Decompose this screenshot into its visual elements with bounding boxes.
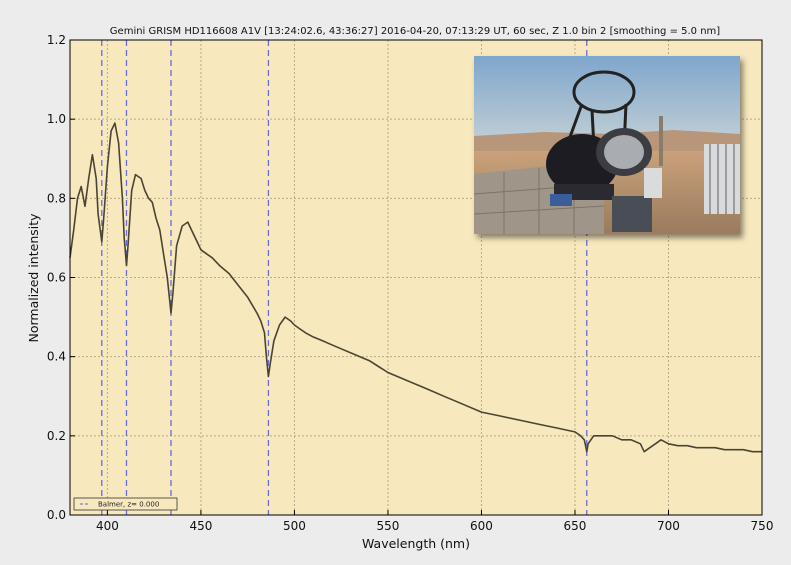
y-tick-label: 0.6	[47, 271, 66, 285]
spectrum-line	[69, 122, 762, 453]
x-tick-label: 600	[470, 519, 493, 533]
x-tick-label: 550	[376, 519, 399, 533]
x-axis-ticks: 400 450 500 550 600 650 700 750	[96, 510, 774, 533]
y-tick-label: 1.0	[47, 112, 66, 126]
y-tick-label: 0.2	[47, 429, 66, 443]
y-axis-label: Normalized intensity	[26, 213, 41, 343]
legend-box	[73, 497, 178, 511]
x-tick-label: 500	[283, 519, 306, 533]
x-tick-label: 450	[189, 519, 212, 533]
telescope-photo	[474, 56, 740, 234]
legend: Balmer, z= 0.000	[73, 497, 178, 511]
x-tick-label: 750	[751, 519, 774, 533]
y-tick-label: 1.2	[47, 33, 66, 47]
legend-label: Balmer, z= 0.000	[98, 501, 159, 509]
balmer-markers	[101, 40, 588, 515]
y-axis-ticks: 0.0 0.2 0.4 0.6 0.8 1.0 1.2	[47, 33, 75, 522]
y-tick-label: 0.8	[47, 191, 66, 205]
x-tick-label: 400	[96, 519, 119, 533]
y-tick-label: 0.0	[47, 508, 66, 522]
x-tick-label: 700	[657, 519, 680, 533]
x-axis-label: Wavelength (nm)	[362, 536, 470, 551]
x-tick-label: 650	[564, 519, 587, 533]
y-tick-label: 0.4	[47, 350, 66, 364]
chart-title: Gemini GRISM HD116608 A1V [13:24:02.6, 4…	[110, 26, 720, 37]
